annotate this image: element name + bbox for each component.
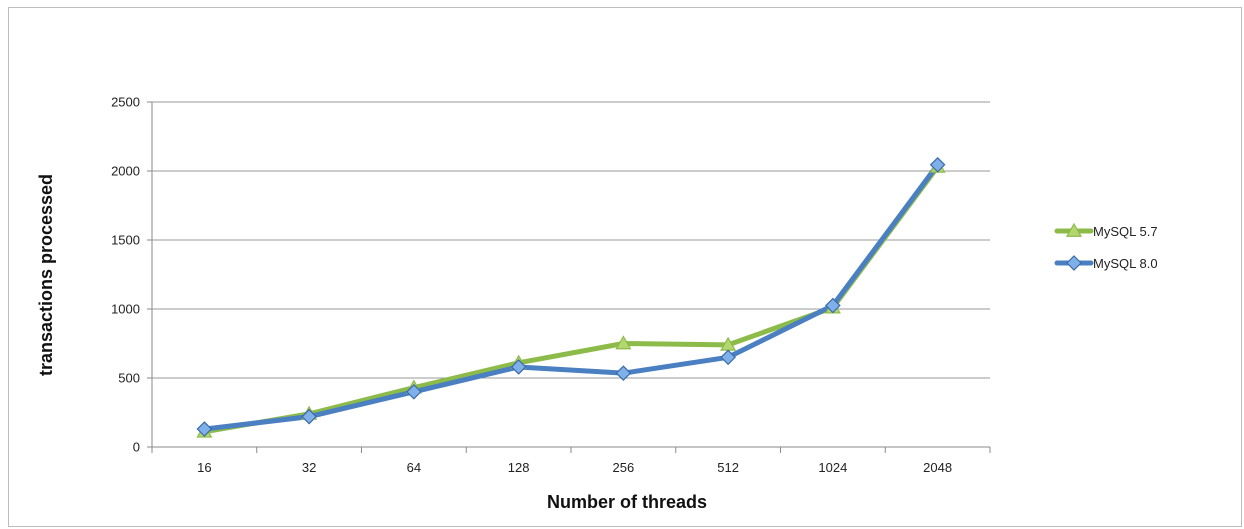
y-tick-label: 1500 — [111, 233, 140, 248]
y-tick-label: 0 — [133, 440, 140, 455]
data-point-mysql-8-0 — [615, 365, 632, 382]
data-point-mysql-8-0 — [406, 383, 422, 400]
axes — [147, 101, 991, 453]
y-tick-label: 2000 — [111, 164, 140, 179]
chart-frame — [8, 7, 1242, 527]
data-point-mysql-8-0 — [720, 349, 736, 366]
data-point-mysql-8-0 — [929, 156, 946, 173]
y-tick-label: 2500 — [111, 95, 140, 110]
y-tick-label: 1000 — [111, 302, 140, 317]
x-tick-label: 512 — [717, 460, 739, 475]
data-point-mysql-8-0 — [510, 359, 527, 375]
x-tick-label: 64 — [407, 460, 421, 475]
x-tick-label: 2048 — [923, 460, 952, 475]
legend: MySQL 5.7 MySQL 8.0 — [1054, 222, 1158, 271]
x-tick-label: 128 — [508, 460, 530, 475]
legend-marker-mysql-8-0 — [1066, 255, 1082, 271]
grid-lines — [152, 101, 990, 379]
y-tick-labels: 0 500 1000 1500 2000 2500 — [111, 95, 140, 455]
series-markers — [196, 156, 946, 438]
legend-label-mysql-8-0: MySQL 8.0 — [1093, 256, 1158, 271]
series-lines — [201, 162, 941, 435]
x-tick-labels: 16 32 64 128 256 512 1024 2048 — [197, 460, 952, 475]
legend-label-mysql-5-7: MySQL 5.7 — [1093, 224, 1158, 239]
x-tick-label: 256 — [613, 460, 635, 475]
x-axis-title: Number of threads — [547, 492, 707, 512]
x-tick-label: 16 — [197, 460, 211, 475]
legend-marker-mysql-5-7 — [1065, 222, 1083, 237]
y-tick-label: 500 — [118, 371, 140, 386]
x-tick-label: 1024 — [818, 460, 847, 475]
data-point-mysql-8-0 — [825, 297, 841, 314]
data-point-mysql-8-0 — [301, 408, 317, 425]
data-point-mysql-8-0 — [196, 421, 213, 437]
x-tick-label: 32 — [302, 460, 316, 475]
series-line-mysql-5-7 — [201, 164, 941, 435]
y-axis-title: transactions processed — [36, 174, 56, 376]
series-line-mysql-8-0 — [201, 162, 941, 432]
data-point-mysql-5-7 — [615, 335, 632, 350]
